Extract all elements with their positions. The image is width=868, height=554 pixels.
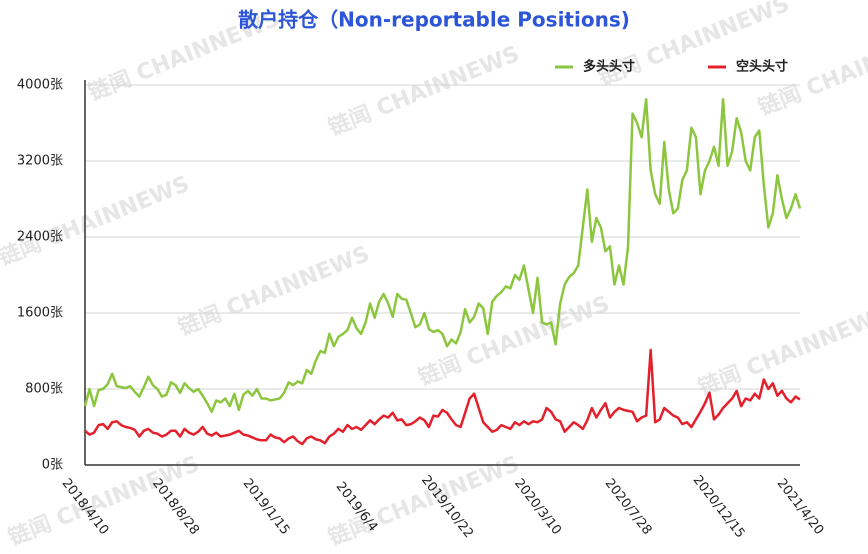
watermark: 链闻 CHAINNEWS xyxy=(695,301,868,401)
x-tick-label: 2020/3/10 xyxy=(511,476,564,538)
watermark: 链闻 CHAINNEWS xyxy=(325,41,523,141)
x-tick-label: 2020/12/15 xyxy=(690,473,748,541)
chart-title: 散户持仓（Non-reportable Positions) xyxy=(238,8,630,32)
x-tick-label: 2020/7/28 xyxy=(602,476,655,538)
series-line xyxy=(84,348,801,446)
watermark: 链闻 CHAINNEWS xyxy=(175,241,373,341)
y-tick-label: 1600张 xyxy=(17,306,63,321)
y-tick-label: 4000张 xyxy=(17,78,63,93)
y-tick-label: 2400张 xyxy=(17,230,63,245)
series-line xyxy=(83,98,802,414)
y-tick-label: 3200张 xyxy=(17,154,63,169)
y-tick-label: 0张 xyxy=(42,458,63,473)
y-tick-label: 800张 xyxy=(25,382,63,397)
legend-label: 空头头寸 xyxy=(736,59,788,75)
x-tick-label: 2021/4/20 xyxy=(774,476,827,538)
legend-label: 多头头寸 xyxy=(583,59,635,75)
x-tick-label: 2019/1/15 xyxy=(240,476,293,538)
watermark: 链闻 CHAINNEWS xyxy=(0,171,193,271)
